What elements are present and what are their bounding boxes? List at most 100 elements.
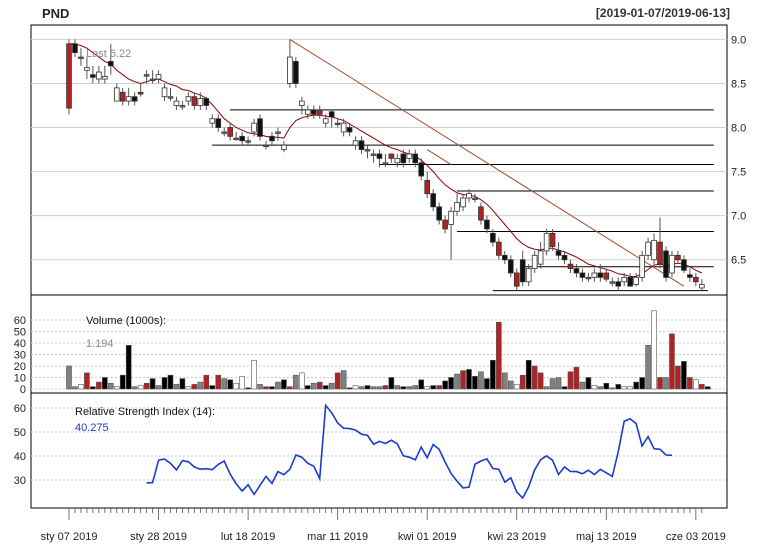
volume-bar — [251, 359, 257, 390]
volume-bar — [663, 377, 669, 390]
candle-body — [561, 254, 568, 261]
volume-bar — [346, 387, 353, 390]
candle-body — [155, 74, 162, 80]
candle-body — [167, 96, 174, 99]
candle-body — [627, 276, 633, 287]
candle — [531, 250, 538, 273]
candle — [418, 158, 425, 181]
volume-bar — [191, 384, 198, 390]
rsi-tick-label: 50 — [14, 427, 26, 439]
candle — [197, 92, 204, 110]
candle-body — [525, 268, 532, 283]
volume-bar — [502, 372, 508, 390]
volume-bar — [173, 384, 180, 390]
price-tick-label: 6.5 — [731, 255, 746, 267]
candle-body — [66, 43, 72, 109]
volume-bar — [84, 372, 90, 390]
candle — [394, 153, 401, 168]
volume-bar — [185, 386, 192, 390]
volume-title: Volume (1000s): — [86, 315, 166, 327]
candle — [269, 131, 275, 146]
volume-bar — [125, 344, 132, 390]
trendlines — [289, 38, 685, 287]
candle — [173, 96, 180, 110]
candle — [609, 277, 616, 287]
candle-body — [143, 74, 150, 77]
volume-bar — [155, 385, 162, 390]
volume-bar — [143, 382, 150, 390]
volume-bar — [90, 386, 96, 390]
volume-bar — [543, 386, 550, 390]
candle — [316, 105, 323, 119]
volume-tick-label: 60 — [14, 315, 26, 327]
rsi-tick-label: 30 — [14, 475, 26, 487]
candle-body — [531, 254, 538, 269]
candle — [412, 149, 419, 168]
x-tick-label: sty 28 2019 — [130, 531, 187, 543]
volume-bar — [257, 384, 263, 390]
candle-body — [585, 276, 592, 280]
volume-bar — [585, 377, 592, 390]
candle-body — [334, 122, 341, 126]
candle-body — [358, 140, 365, 150]
candle — [687, 268, 693, 282]
rsi-line — [146, 403, 673, 500]
volume-bar — [275, 381, 281, 390]
candle — [364, 145, 371, 159]
candle — [424, 171, 430, 199]
candle-body — [513, 272, 520, 287]
candle-body — [346, 127, 353, 133]
rsi-title: Relative Strength Index (14): — [75, 406, 215, 418]
candle — [460, 193, 466, 212]
volume-bar — [239, 376, 245, 390]
candle-body — [448, 210, 454, 225]
candle — [675, 250, 681, 265]
candle — [555, 242, 562, 260]
candle — [621, 272, 628, 287]
candle — [257, 114, 263, 141]
volume-bar — [316, 381, 323, 390]
candle — [263, 140, 269, 150]
candle — [466, 189, 472, 203]
candle-body — [699, 284, 705, 289]
candle-body — [221, 131, 228, 134]
candle-body — [496, 241, 502, 256]
volume-bar — [436, 385, 442, 390]
volume-bar — [478, 371, 484, 390]
volume-bar — [609, 387, 616, 390]
candle — [287, 39, 293, 88]
candle-body — [72, 43, 78, 54]
candle-body — [597, 272, 604, 278]
candle-body — [215, 118, 222, 128]
candle-body — [161, 87, 168, 98]
candle — [245, 136, 251, 146]
candle — [281, 140, 287, 153]
volume-bar — [113, 386, 120, 390]
volume-bar — [693, 379, 699, 390]
candle — [376, 149, 383, 168]
candle — [627, 272, 633, 287]
volume-bar — [340, 370, 347, 390]
candle — [299, 96, 305, 115]
candle — [370, 149, 377, 163]
candle-body — [239, 135, 245, 142]
candle-body — [102, 76, 108, 80]
candle — [603, 268, 610, 282]
candle — [525, 264, 532, 287]
candle — [137, 83, 144, 97]
candle-body — [549, 232, 556, 247]
candle-body — [519, 259, 526, 283]
candle-body — [394, 157, 401, 164]
candle-body — [454, 202, 460, 212]
volume-bar — [107, 382, 114, 390]
candle — [657, 217, 663, 269]
volume-tick-label: 20 — [14, 361, 26, 373]
candle-body — [639, 254, 645, 278]
candle-body — [424, 180, 430, 195]
x-tick-label: sty 07 2019 — [41, 531, 98, 543]
candle-body — [281, 144, 287, 150]
candle-body — [603, 272, 610, 280]
candle-body — [573, 268, 580, 274]
candle — [131, 92, 138, 106]
